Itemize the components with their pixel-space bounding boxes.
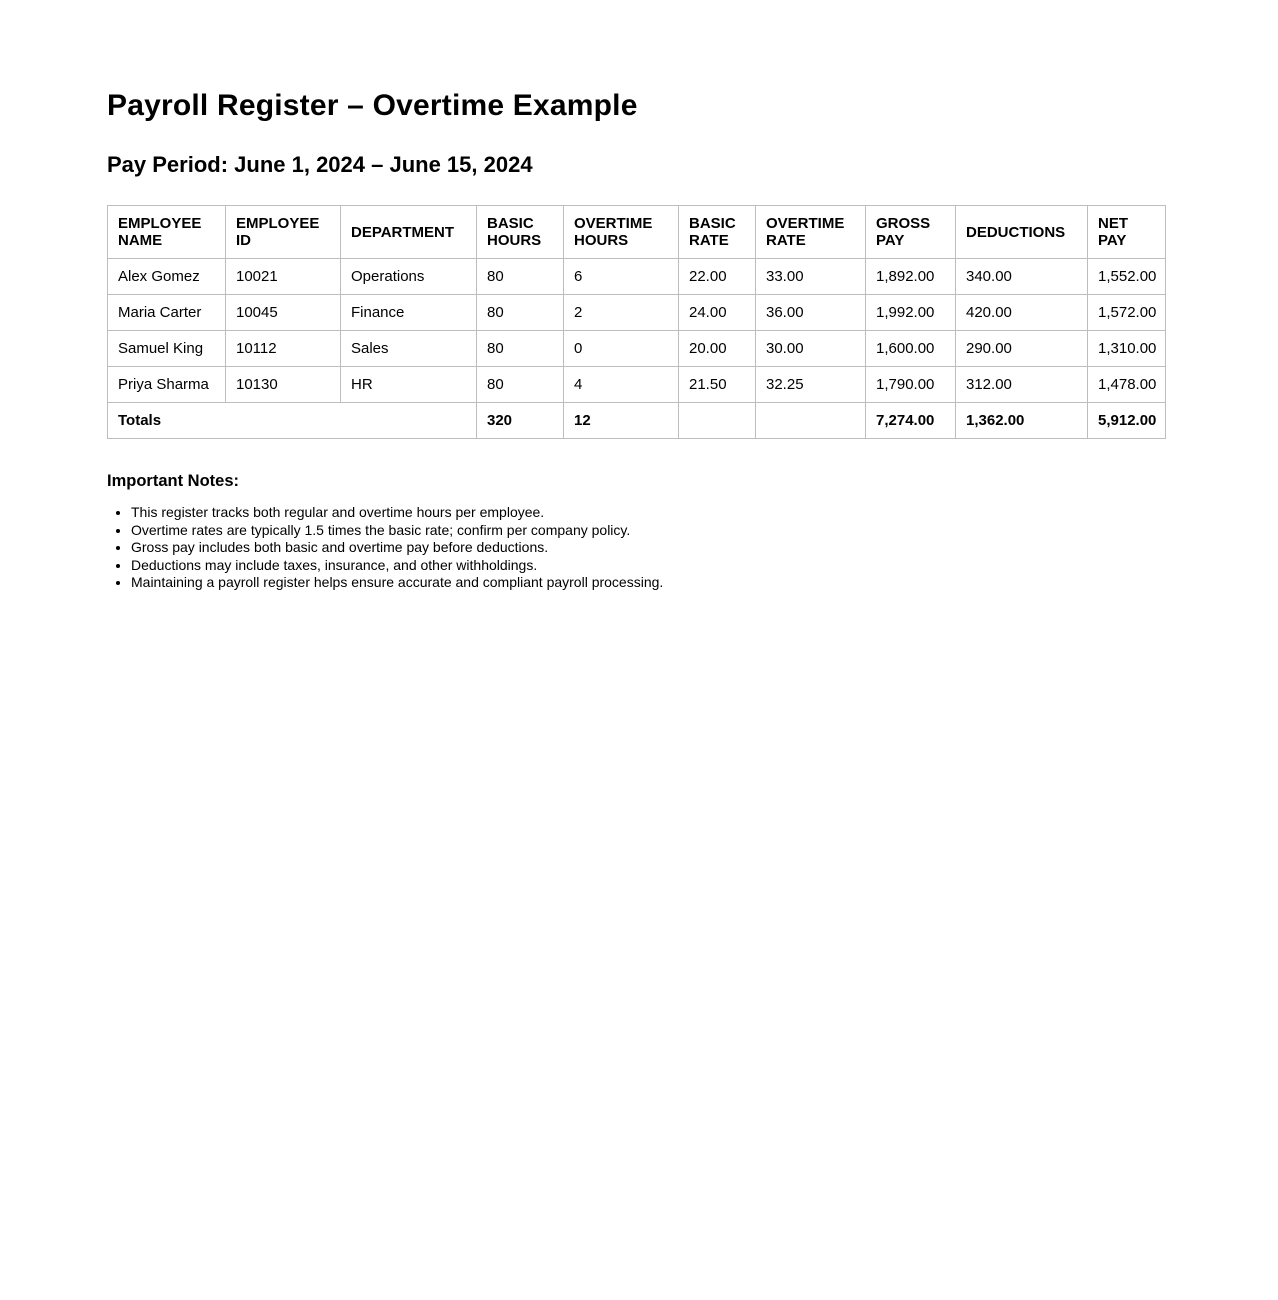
note-item: Gross pay includes both basic and overti… <box>131 539 1170 557</box>
table-totals-row: Totals 320 12 7,274.00 1,362.00 5,912.00 <box>107 402 1166 439</box>
cell-basic-rate: 24.00 <box>678 294 756 331</box>
cell-net-pay: 1,478.00 <box>1087 366 1166 403</box>
column-header-net-pay: NET PAY <box>1087 205 1166 259</box>
payroll-table: EMPLOYEE NAME EMPLOYEE ID DEPARTMENT BAS… <box>107 205 1166 439</box>
column-header-department: DEPARTMENT <box>340 205 477 259</box>
note-item: Maintaining a payroll register helps ens… <box>131 574 1170 592</box>
note-item: This register tracks both regular and ov… <box>131 504 1170 522</box>
cell-overtime-hours: 0 <box>563 330 679 367</box>
cell-deductions: 340.00 <box>955 258 1088 295</box>
cell-overtime-rate: 32.25 <box>755 366 866 403</box>
cell-employee-id: 10112 <box>225 330 341 367</box>
cell-employee-name: Maria Carter <box>107 294 226 331</box>
note-item: Overtime rates are typically 1.5 times t… <box>131 522 1170 540</box>
cell-deductions: 312.00 <box>955 366 1088 403</box>
table-row: Priya Sharma 10130 HR 80 4 21.50 32.25 1… <box>107 366 1166 403</box>
cell-employee-name: Alex Gomez <box>107 258 226 295</box>
cell-employee-id: 10045 <box>225 294 341 331</box>
cell-overtime-rate: 33.00 <box>755 258 866 295</box>
cell-overtime-rate: 36.00 <box>755 294 866 331</box>
column-header-overtime-hours: OVERTIME HOURS <box>563 205 679 259</box>
cell-department: HR <box>340 366 477 403</box>
cell-basic-hours: 80 <box>476 258 564 295</box>
column-header-overtime-rate: OVERTIME RATE <box>755 205 866 259</box>
cell-gross-pay: 1,992.00 <box>865 294 956 331</box>
table-row: Samuel King 10112 Sales 80 0 20.00 30.00… <box>107 330 1166 367</box>
cell-basic-hours: 80 <box>476 294 564 331</box>
notes-list: This register tracks both regular and ov… <box>107 504 1170 592</box>
cell-employee-id: 10021 <box>225 258 341 295</box>
cell-deductions: 290.00 <box>955 330 1088 367</box>
totals-deductions: 1,362.00 <box>955 402 1088 439</box>
column-header-gross-pay: GROSS PAY <box>865 205 956 259</box>
table-row: Maria Carter 10045 Finance 80 2 24.00 36… <box>107 294 1166 331</box>
cell-overtime-hours: 6 <box>563 258 679 295</box>
totals-net-pay: 5,912.00 <box>1087 402 1166 439</box>
column-header-deductions: DEDUCTIONS <box>955 205 1088 259</box>
totals-overtime-hours: 12 <box>563 402 679 439</box>
cell-basic-rate: 22.00 <box>678 258 756 295</box>
cell-department: Sales <box>340 330 477 367</box>
cell-basic-rate: 20.00 <box>678 330 756 367</box>
cell-overtime-hours: 4 <box>563 366 679 403</box>
table-row: Alex Gomez 10021 Operations 80 6 22.00 3… <box>107 258 1166 295</box>
cell-gross-pay: 1,600.00 <box>865 330 956 367</box>
document-content: Payroll Register – Overtime Example Pay … <box>107 89 1170 592</box>
cell-overtime-rate: 30.00 <box>755 330 866 367</box>
cell-net-pay: 1,552.00 <box>1087 258 1166 295</box>
cell-gross-pay: 1,892.00 <box>865 258 956 295</box>
column-header-employee-name: EMPLOYEE NAME <box>107 205 226 259</box>
cell-department: Finance <box>340 294 477 331</box>
column-header-employee-id: EMPLOYEE ID <box>225 205 341 259</box>
cell-deductions: 420.00 <box>955 294 1088 331</box>
cell-employee-name: Priya Sharma <box>107 366 226 403</box>
cell-gross-pay: 1,790.00 <box>865 366 956 403</box>
totals-basic-rate <box>678 402 756 439</box>
column-header-basic-hours: BASIC HOURS <box>476 205 564 259</box>
notes-heading: Important Notes: <box>107 472 239 490</box>
cell-basic-hours: 80 <box>476 366 564 403</box>
column-header-basic-rate: BASIC RATE <box>678 205 756 259</box>
cell-overtime-hours: 2 <box>563 294 679 331</box>
pay-period-subtitle: Pay Period: June 1, 2024 – June 15, 2024 <box>107 152 533 177</box>
totals-label: Totals <box>107 402 477 439</box>
cell-employee-id: 10130 <box>225 366 341 403</box>
totals-gross-pay: 7,274.00 <box>865 402 956 439</box>
page-title: Payroll Register – Overtime Example <box>107 89 638 122</box>
note-item: Deductions may include taxes, insurance,… <box>131 557 1170 575</box>
cell-net-pay: 1,310.00 <box>1087 330 1166 367</box>
cell-net-pay: 1,572.00 <box>1087 294 1166 331</box>
totals-overtime-rate <box>755 402 866 439</box>
cell-employee-name: Samuel King <box>107 330 226 367</box>
cell-basic-rate: 21.50 <box>678 366 756 403</box>
totals-basic-hours: 320 <box>476 402 564 439</box>
table-header-row: EMPLOYEE NAME EMPLOYEE ID DEPARTMENT BAS… <box>107 205 1166 259</box>
cell-department: Operations <box>340 258 477 295</box>
cell-basic-hours: 80 <box>476 330 564 367</box>
